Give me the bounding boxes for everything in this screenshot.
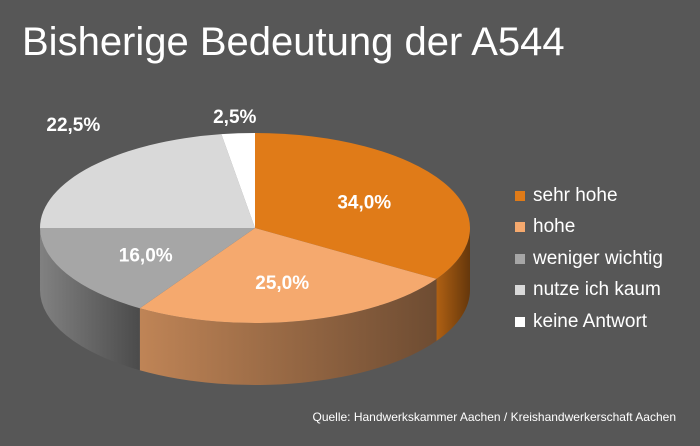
- chart-title: Bisherige Bedeutung der A544: [22, 20, 565, 64]
- slice-label-1: 25,0%: [255, 273, 309, 294]
- pie-slices: [40, 133, 470, 323]
- slice-side-1: [139, 278, 437, 385]
- slice-label-3: 22,5%: [46, 115, 100, 136]
- slice-label-4: 2,5%: [213, 107, 256, 128]
- pie-slice-3: [40, 134, 255, 228]
- legend-swatch: [515, 285, 525, 296]
- legend-swatch: [515, 222, 525, 233]
- chart-legend: sehr hohe hohe weniger wichtig nutze ich ka…: [515, 180, 663, 338]
- legend-swatch: [515, 253, 525, 264]
- legend-label: hohe: [533, 216, 576, 238]
- slice-side-0: [436, 228, 470, 341]
- slice-labels: 34,0% 25,0% 16,0% 22,5% 2,5%: [46, 107, 391, 294]
- pie-slice-2: [40, 228, 255, 309]
- legend-label: keine Antwort: [533, 310, 648, 332]
- slice-side-2: [40, 228, 140, 371]
- legend-item: hohe: [515, 212, 663, 244]
- legend-item: weniger wichtig: [515, 243, 663, 275]
- legend-item: sehr hohe: [515, 180, 663, 212]
- legend-item: nutze ich kaum: [515, 275, 663, 307]
- source-note: Quelle: Handwerkskammer Aachen / Kreisha…: [312, 410, 676, 424]
- pie-slice-4: [221, 133, 255, 228]
- slice-label-2: 16,0%: [119, 246, 173, 267]
- legend-item: keine Antwort: [515, 306, 663, 338]
- legend-label: weniger wichtig: [533, 247, 663, 269]
- pie-slice-1: [139, 228, 437, 323]
- legend-swatch: [515, 190, 525, 201]
- legend-label: sehr hohe: [533, 184, 618, 206]
- pie-slice-0: [255, 133, 470, 279]
- legend-label: nutze ich kaum: [533, 279, 661, 301]
- legend-swatch: [515, 316, 525, 327]
- pie-sides: [40, 228, 470, 385]
- slice-label-0: 34,0%: [337, 192, 391, 213]
